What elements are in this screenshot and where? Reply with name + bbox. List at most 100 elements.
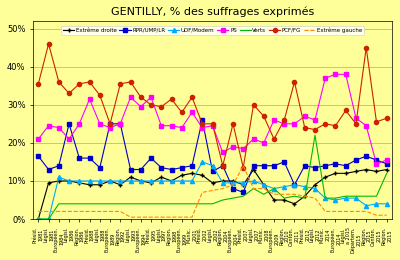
RPR/UMP/LR: [374, 158, 379, 161]
PCF/FG: [67, 92, 72, 95]
PS: [77, 122, 82, 125]
PS: [67, 138, 72, 141]
RPR/UMP/LR: [261, 164, 266, 167]
RPR/UMP/LR: [190, 164, 194, 167]
Extrême droite: [220, 179, 225, 183]
Extrême gauche: [179, 216, 184, 219]
PS: [251, 138, 256, 141]
UDF/Modem: [251, 179, 256, 183]
UDF/Modem: [56, 176, 61, 179]
Extrême droite: [138, 179, 143, 183]
Extrême gauche: [343, 210, 348, 213]
Extrême droite: [118, 183, 123, 186]
Verts: [333, 197, 338, 200]
Extrême gauche: [118, 210, 123, 213]
Verts: [302, 197, 307, 200]
PCF/FG: [282, 119, 287, 122]
PS: [384, 158, 389, 161]
Verts: [272, 187, 276, 190]
PS: [36, 138, 41, 141]
RPR/UMP/LR: [282, 160, 287, 164]
Extrême gauche: [108, 210, 112, 213]
PS: [354, 116, 358, 120]
RPR/UMP/LR: [251, 164, 256, 167]
Extrême droite: [302, 195, 307, 198]
UDF/Modem: [384, 202, 389, 205]
Extrême gauche: [46, 210, 51, 213]
Verts: [292, 195, 297, 198]
Extrême gauche: [374, 214, 379, 217]
UDF/Modem: [159, 179, 164, 183]
RPR/UMP/LR: [169, 168, 174, 171]
Extrême droite: [159, 176, 164, 179]
RPR/UMP/LR: [108, 122, 112, 125]
Extrême droite: [46, 181, 51, 184]
PCF/FG: [231, 122, 236, 125]
PS: [200, 126, 205, 129]
PS: [128, 96, 133, 99]
Verts: [231, 197, 236, 200]
RPR/UMP/LR: [241, 191, 246, 194]
Extrême gauche: [312, 197, 317, 200]
Extrême gauche: [169, 216, 174, 219]
RPR/UMP/LR: [149, 157, 154, 160]
Extrême droite: [292, 202, 297, 205]
Extrême gauche: [36, 210, 41, 213]
Verts: [159, 202, 164, 205]
Verts: [36, 217, 41, 220]
PCF/FG: [374, 120, 379, 124]
UDF/Modem: [210, 164, 215, 167]
Extrême droite: [77, 181, 82, 184]
Verts: [87, 202, 92, 205]
Verts: [118, 202, 123, 205]
Line: PCF/FG: PCF/FG: [36, 42, 389, 170]
Verts: [343, 195, 348, 198]
RPR/UMP/LR: [343, 164, 348, 167]
Verts: [67, 202, 72, 205]
UDF/Modem: [364, 204, 369, 207]
RPR/UMP/LR: [220, 164, 225, 167]
Line: UDF/Modem: UDF/Modem: [36, 160, 389, 221]
Extrême droite: [272, 198, 276, 202]
Verts: [149, 202, 154, 205]
PCF/FG: [56, 80, 61, 83]
Title: GENTILLY, % des suffrages exprimés: GENTILLY, % des suffrages exprimés: [111, 7, 314, 17]
Extrême droite: [87, 183, 92, 186]
Extrême gauche: [149, 216, 154, 219]
UDF/Modem: [261, 183, 266, 186]
UDF/Modem: [323, 197, 328, 200]
RPR/UMP/LR: [333, 162, 338, 165]
PCF/FG: [87, 80, 92, 83]
UDF/Modem: [36, 217, 41, 220]
PS: [312, 119, 317, 122]
PCF/FG: [364, 46, 369, 49]
Extrême gauche: [128, 216, 133, 219]
PCF/FG: [190, 96, 194, 99]
Extrême gauche: [261, 187, 266, 190]
Extrême droite: [241, 183, 246, 186]
PS: [323, 76, 328, 80]
Extrême droite: [200, 174, 205, 177]
PCF/FG: [108, 122, 112, 125]
Extrême gauche: [220, 187, 225, 190]
PCF/FG: [343, 109, 348, 112]
UDF/Modem: [200, 160, 205, 164]
PCF/FG: [220, 164, 225, 167]
UDF/Modem: [312, 187, 317, 190]
Extrême droite: [67, 179, 72, 183]
Verts: [169, 202, 174, 205]
Line: Extrême gauche: Extrême gauche: [38, 166, 387, 217]
UDF/Modem: [292, 183, 297, 186]
PCF/FG: [272, 138, 276, 141]
Extrême gauche: [77, 210, 82, 213]
Line: PS: PS: [36, 72, 389, 166]
PCF/FG: [333, 124, 338, 127]
UDF/Modem: [333, 198, 338, 202]
Extrême droite: [128, 176, 133, 179]
UDF/Modem: [179, 179, 184, 183]
Verts: [323, 197, 328, 200]
RPR/UMP/LR: [323, 164, 328, 167]
PS: [56, 126, 61, 129]
Line: Verts: Verts: [38, 135, 387, 219]
Extrême droite: [354, 170, 358, 173]
